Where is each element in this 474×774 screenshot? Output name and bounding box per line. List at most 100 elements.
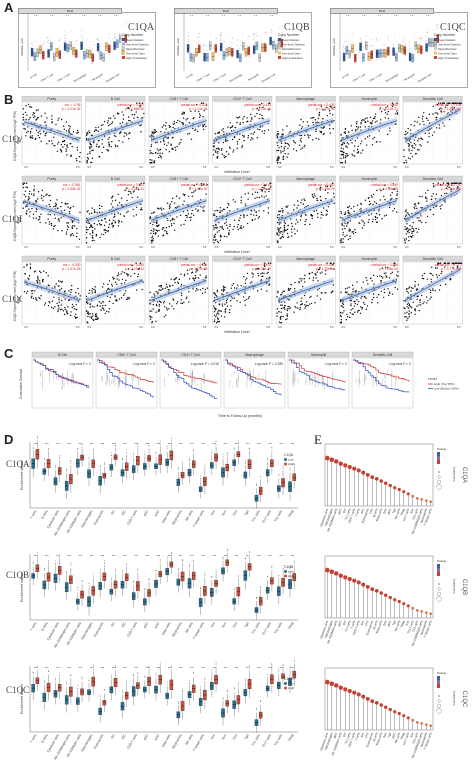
b-point [22, 123, 24, 125]
b-point [51, 143, 53, 145]
b-point [32, 114, 34, 116]
a-legend-swatch [122, 51, 125, 55]
b-point [413, 203, 416, 206]
c-curve-low [161, 359, 218, 399]
b-point [316, 295, 318, 297]
a-point [354, 63, 356, 64]
a-point [418, 35, 420, 37]
b-point [244, 299, 246, 302]
b-point [43, 195, 45, 198]
b-point [297, 221, 299, 223]
b-point [155, 303, 158, 306]
b-point [276, 296, 278, 298]
b-point [124, 293, 126, 295]
b-point [279, 316, 282, 318]
b-point [276, 158, 279, 161]
b-point [406, 212, 408, 214]
b-point [182, 122, 184, 124]
b-point [60, 217, 62, 219]
b-point [344, 161, 347, 164]
a-sig: * * [270, 14, 274, 18]
b-point [372, 138, 374, 140]
b-point [362, 149, 364, 151]
b-point [29, 263, 32, 265]
b-point [310, 117, 312, 119]
b-point [304, 134, 306, 137]
b-point [37, 191, 40, 193]
b-point [120, 297, 123, 299]
b-point [255, 214, 258, 217]
b-point [117, 212, 119, 214]
b-point [53, 144, 55, 147]
b-point [96, 316, 98, 318]
b-point [284, 308, 286, 310]
a-point [384, 47, 386, 49]
b-point [351, 142, 353, 144]
b-strip [212, 255, 273, 262]
a-point [366, 35, 368, 37]
a-point [196, 41, 197, 43]
b-point [189, 187, 191, 189]
a-point [87, 38, 88, 40]
b-point [213, 236, 215, 238]
b-point [149, 216, 151, 218]
b-point [310, 295, 312, 298]
b-point [326, 213, 328, 215]
b-point [215, 316, 217, 318]
b-point [91, 305, 93, 308]
a-point [242, 32, 243, 34]
b-confidence-band [24, 278, 80, 304]
b-point [367, 120, 369, 122]
b-point [115, 299, 117, 302]
b-point [243, 216, 245, 218]
b-point [317, 117, 319, 120]
b-point [344, 211, 347, 213]
b-strip-label: CD8+ T Cell [170, 177, 189, 181]
a-point [224, 60, 225, 62]
d-outlier [200, 478, 202, 480]
panel-a-gene-3: C1QC [440, 22, 466, 33]
b-point [94, 228, 96, 230]
a-point [249, 55, 250, 57]
b-point [85, 231, 88, 234]
a-point [362, 42, 364, 44]
b-point [103, 283, 105, 285]
c-logrank: Log-rank P = 0.016 [191, 362, 219, 366]
a-point [367, 42, 369, 43]
b-point [160, 209, 163, 211]
a-legend-label: Arm-level Gain [438, 51, 457, 55]
b-point [360, 143, 362, 145]
b-point [446, 182, 448, 184]
b-point [268, 102, 270, 104]
b-strip [212, 96, 273, 102]
b-point [102, 146, 105, 148]
a-point [244, 57, 246, 59]
b-point [37, 134, 39, 137]
a-point [256, 32, 257, 33]
b-point [341, 223, 343, 226]
b-point [123, 271, 126, 274]
b-point [198, 110, 200, 113]
b-point [333, 268, 335, 270]
b-point [107, 138, 109, 140]
b-point [204, 288, 207, 291]
b-point [262, 106, 264, 108]
d-outlier [271, 450, 273, 451]
b-point [169, 220, 172, 222]
d-xtick: NK cells [184, 509, 194, 521]
b-point [427, 189, 429, 192]
b-point [33, 194, 35, 197]
b-point [60, 304, 62, 306]
a-point [237, 45, 238, 47]
b-point [407, 132, 409, 134]
b-point [364, 296, 366, 298]
b-point [304, 307, 306, 309]
b-point [396, 113, 399, 115]
b-point [152, 230, 155, 232]
b-point [231, 297, 233, 299]
a-point [415, 31, 417, 33]
b-point [263, 210, 265, 212]
b-point [159, 152, 161, 154]
b-point [268, 108, 270, 111]
b-point [186, 216, 188, 219]
